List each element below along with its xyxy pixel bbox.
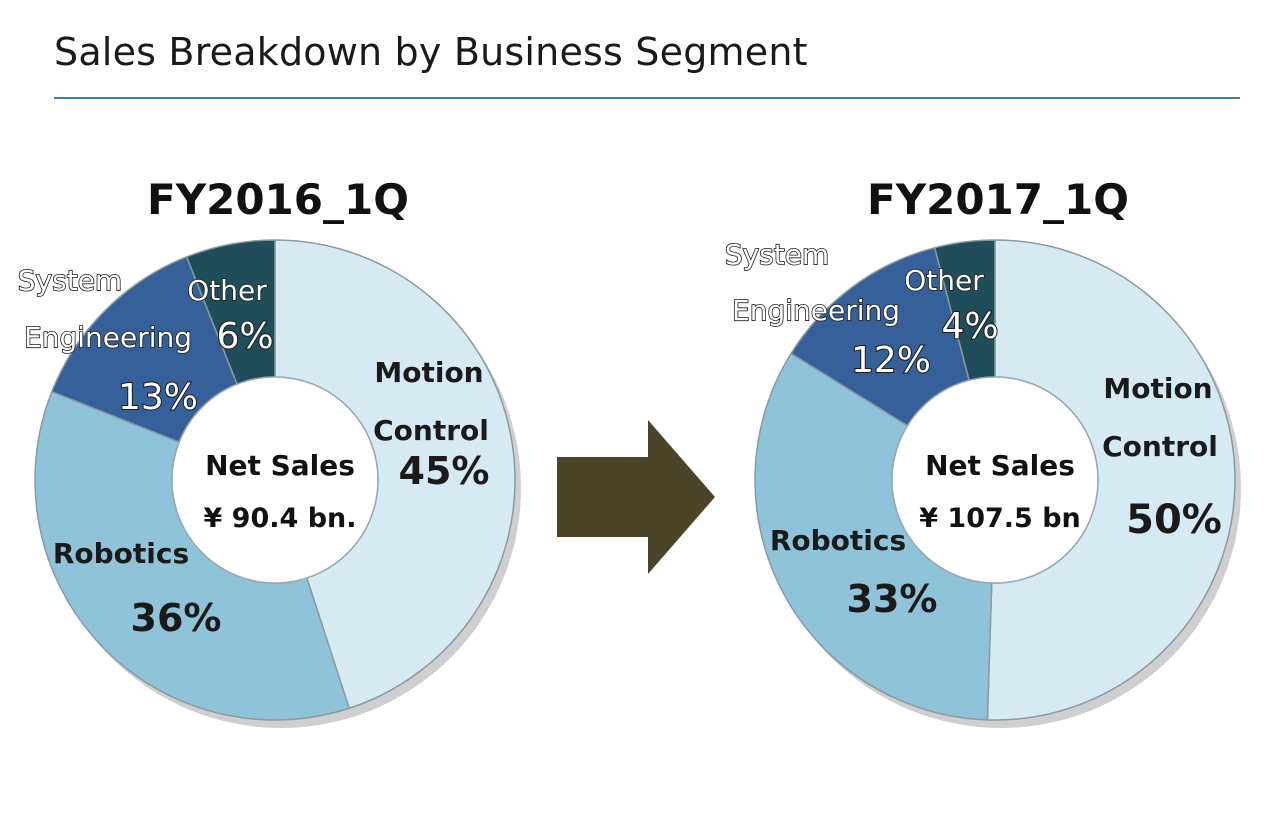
donut-hole xyxy=(171,376,379,584)
segment-value-system-engineering: 13% xyxy=(118,377,198,418)
segment-value-robotics: 33% xyxy=(847,577,938,621)
segment-label-robotics: Robotics xyxy=(770,524,906,557)
segment-label-system-engineering: System xyxy=(18,264,122,297)
chart-title-fy2016: FY2016_1Q xyxy=(147,175,409,224)
donut-hole xyxy=(891,376,1099,584)
segment-label-motion-control: Control xyxy=(373,414,489,447)
segment-label-motion-control: Control xyxy=(1102,430,1218,463)
center-value: ¥ 90.4 bn. xyxy=(203,503,356,534)
segment-value-other: 4% xyxy=(941,306,998,347)
chart-title-fy2017: FY2017_1Q xyxy=(867,175,1129,224)
segment-label-robotics: Robotics xyxy=(53,537,189,570)
title-rule xyxy=(54,97,1240,99)
segment-label-system-engineering: System xyxy=(725,238,829,271)
segment-label-motion-control: Motion xyxy=(374,356,483,389)
segment-label-other: Other xyxy=(187,274,267,307)
segment-label-system-engineering: Engineering xyxy=(732,294,900,327)
segment-value-robotics: 36% xyxy=(131,596,222,640)
segment-label-other: Other xyxy=(904,264,984,297)
segment-label-system-engineering: Engineering xyxy=(24,321,192,354)
center-label: Net Sales xyxy=(925,449,1075,482)
segment-value-system-engineering: 12% xyxy=(851,340,931,381)
center-value: ¥ 107.5 bn xyxy=(919,503,1081,534)
center-label: Net Sales xyxy=(205,449,355,482)
segment-value-motion-control: 50% xyxy=(1126,497,1222,543)
segment-value-motion-control: 45% xyxy=(399,449,490,493)
segment-value-other: 6% xyxy=(216,316,273,357)
segment-label-motion-control: Motion xyxy=(1103,372,1212,405)
page-title: Sales Breakdown by Business Segment xyxy=(54,30,808,74)
